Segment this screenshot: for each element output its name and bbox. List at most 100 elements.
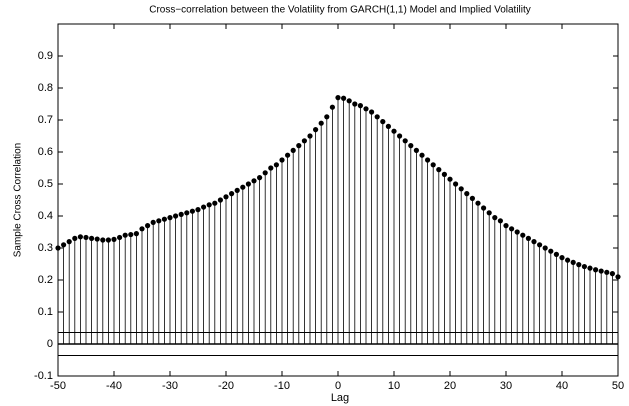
stem-marker: [548, 248, 554, 254]
y-tick-label: 0.4: [38, 210, 53, 222]
stem-marker: [117, 234, 123, 241]
stem-marker: [363, 106, 369, 112]
stem-marker: [514, 229, 520, 235]
stem-marker: [598, 268, 604, 274]
stem-marker: [206, 202, 212, 208]
stem-marker: [111, 236, 117, 242]
stem-marker: [128, 231, 134, 238]
stem-marker: [301, 138, 307, 144]
stem-marker: [520, 232, 526, 238]
chart-title: Cross−correlation between the Volatility…: [149, 5, 531, 16]
stem-marker: [229, 191, 235, 197]
stem-marker: [257, 175, 263, 181]
stem-marker: [447, 176, 453, 182]
stem-marker: [615, 274, 621, 280]
stem-marker: [374, 114, 380, 120]
stem-marker: [161, 216, 167, 222]
stem-marker: [458, 186, 464, 192]
stem-marker: [352, 101, 358, 107]
stem-marker: [173, 213, 179, 219]
stem-marker: [273, 162, 279, 168]
stem-marker: [430, 162, 436, 168]
stem-marker: [251, 178, 257, 184]
stem-marker: [581, 263, 588, 270]
stem-marker: [497, 218, 503, 224]
stem-marker: [357, 103, 363, 109]
stem-marker: [139, 226, 145, 232]
stem-marker: [290, 147, 296, 153]
stem-marker: [66, 239, 72, 245]
stem-marker: [329, 104, 335, 110]
stem-marker: [402, 138, 408, 144]
stem-marker: [83, 234, 89, 241]
stem-marker: [262, 170, 268, 176]
y-axis-label: Sample Cross Correlation: [13, 143, 24, 258]
stem-marker: [195, 207, 201, 213]
stem-marker: [189, 208, 195, 214]
stem-marker: [436, 167, 442, 173]
x-axis-label: Lag: [331, 392, 349, 404]
y-tick-label: 0.9: [38, 50, 53, 62]
stem-marker: [553, 251, 560, 257]
stem-marker: [604, 269, 610, 275]
stem-marker: [385, 123, 391, 129]
stem-marker: [509, 226, 515, 232]
stem-marker: [531, 239, 537, 245]
x-tick-label: 0: [335, 380, 341, 392]
stem-marker: [486, 210, 492, 216]
stem-marker: [61, 242, 67, 248]
x-tick-label: 20: [444, 380, 456, 392]
stem-marker: [525, 235, 532, 241]
y-tick-label: 0.5: [38, 178, 53, 190]
stem-marker: [391, 128, 397, 134]
stem-marker: [167, 215, 173, 221]
x-tick-label: -30: [162, 380, 178, 392]
stem-marker: [178, 211, 184, 217]
x-tick-label: 10: [388, 380, 400, 392]
stem-marker: [464, 191, 470, 197]
stem-marker: [313, 127, 319, 133]
x-tick-label: -20: [218, 380, 234, 392]
y-tick-label: 0.7: [38, 114, 53, 126]
stem-marker: [318, 120, 324, 126]
stem-marker: [105, 237, 111, 243]
stem-marker: [565, 257, 571, 263]
stem-marker: [593, 267, 599, 273]
stem-marker: [94, 236, 100, 242]
stem-marker: [441, 171, 447, 177]
stem-marker: [346, 98, 352, 104]
stem-marker: [537, 242, 543, 248]
stem-marker: [542, 245, 548, 251]
stem-marker: [425, 157, 431, 163]
stem-marker: [217, 197, 223, 203]
x-tick-label: 40: [556, 380, 568, 392]
stem-marker: [201, 204, 207, 210]
y-tick-label: 0.3: [38, 242, 53, 254]
x-tick-label: 30: [500, 380, 512, 392]
stem-marker: [150, 219, 156, 225]
stem-marker: [285, 152, 291, 158]
stem-marker: [122, 232, 128, 238]
stem-marker: [469, 195, 475, 201]
y-tick-label: -0.1: [34, 370, 53, 382]
stem-marker: [72, 235, 78, 241]
x-tick-label: 50: [612, 380, 624, 392]
stem-marker: [156, 218, 162, 224]
stem-marker: [245, 181, 251, 187]
stem-marker: [184, 210, 190, 216]
stem-marker: [453, 181, 459, 187]
stem-marker: [145, 223, 151, 229]
stem-marker: [279, 157, 285, 163]
x-tick-label: -10: [274, 380, 290, 392]
stem-marker: [133, 231, 139, 237]
y-tick-label: 0: [47, 338, 53, 350]
stem-marker: [55, 245, 61, 251]
stem-marker: [77, 234, 83, 240]
stem-marker: [481, 205, 487, 211]
stem-marker: [234, 187, 240, 193]
x-tick-label: -40: [106, 380, 122, 392]
stem-marker: [268, 165, 274, 171]
stem-marker: [369, 109, 375, 115]
y-tick-label: 0.2: [38, 274, 53, 286]
